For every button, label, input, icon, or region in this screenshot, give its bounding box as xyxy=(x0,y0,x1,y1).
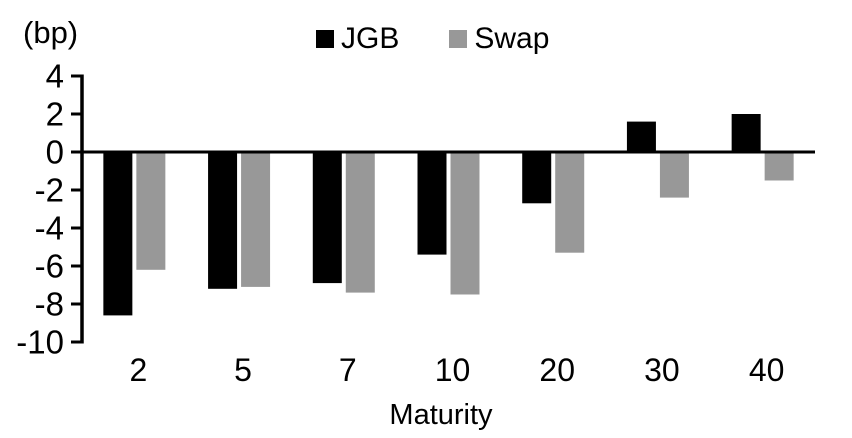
x-axis-tick-label: 40 xyxy=(749,352,785,388)
swap-legend-swatch-icon xyxy=(449,30,468,48)
bar-jgb-20 xyxy=(522,152,552,204)
y-axis-unit-label: (bp) xyxy=(23,15,79,50)
legend-item-swap: Swap xyxy=(449,24,549,54)
legend-label-swap: Swap xyxy=(474,22,550,55)
chart-legend: JGB Swap xyxy=(316,24,549,54)
legend-label-jgb: JGB xyxy=(341,22,400,55)
y-axis-tick-label: -8 xyxy=(35,286,64,323)
legend-item-jgb: JGB xyxy=(316,24,399,54)
jgb-legend-swatch-icon xyxy=(316,30,334,48)
bar-jgb-30 xyxy=(626,121,656,152)
bar-jgb-2 xyxy=(103,152,133,316)
bar-swap-5 xyxy=(241,152,271,287)
bar-swap-7 xyxy=(345,152,375,293)
bar-swap-2 xyxy=(136,152,166,270)
y-axis-tick-label: 0 xyxy=(46,134,64,171)
y-axis-tick-label: -4 xyxy=(35,210,64,247)
x-axis-tick-label: 2 xyxy=(129,352,147,388)
y-axis-tick-label: -10 xyxy=(16,324,64,361)
bar-jgb-5 xyxy=(208,152,238,289)
bar-jgb-7 xyxy=(312,152,342,284)
y-axis-tick-label: 2 xyxy=(46,96,64,133)
x-axis-tick-label: 30 xyxy=(644,352,680,388)
x-axis-tick-label: 20 xyxy=(539,352,575,388)
bar-swap-40 xyxy=(764,152,794,181)
bar-jgb-40 xyxy=(731,114,761,152)
bar-swap-10 xyxy=(450,152,480,295)
y-axis-tick-label: -6 xyxy=(35,248,64,285)
y-axis-tick-label: 4 xyxy=(46,58,64,95)
x-axis-tick-label: 10 xyxy=(435,352,471,388)
bar-jgb-10 xyxy=(417,152,447,255)
x-axis-tick-label: 5 xyxy=(234,352,252,388)
x-axis-title: Maturity xyxy=(389,399,493,431)
bar-swap-30 xyxy=(659,152,689,198)
x-axis-tick-label: 7 xyxy=(339,352,357,388)
y-axis-tick-label: -2 xyxy=(35,172,64,209)
bar-swap-20 xyxy=(555,152,585,253)
